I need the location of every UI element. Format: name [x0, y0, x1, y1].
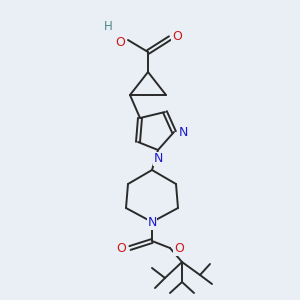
Text: N: N	[147, 217, 157, 230]
Text: O: O	[174, 242, 184, 256]
Text: N: N	[178, 125, 188, 139]
Text: H: H	[103, 20, 112, 32]
Text: O: O	[116, 242, 126, 256]
Text: O: O	[115, 35, 125, 49]
Text: N: N	[153, 152, 163, 166]
Text: O: O	[172, 29, 182, 43]
